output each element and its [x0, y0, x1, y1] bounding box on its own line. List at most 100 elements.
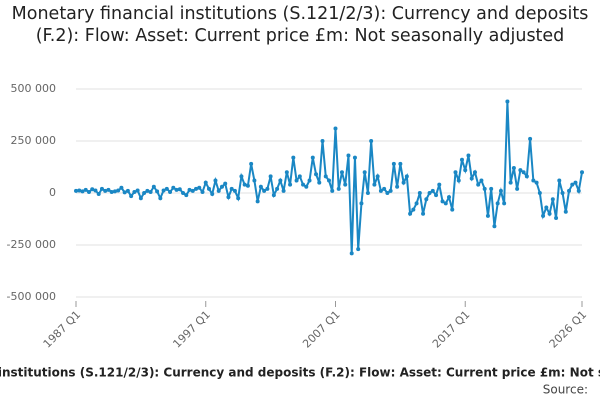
data-point [395, 184, 400, 189]
data-point [495, 201, 500, 206]
data-point [174, 187, 179, 192]
data-point [323, 174, 328, 179]
data-point [437, 182, 442, 187]
data-point [190, 188, 195, 193]
y-tick-label: 500 000 [11, 82, 57, 95]
data-point [408, 211, 413, 216]
data-point [213, 178, 218, 183]
data-point [333, 126, 338, 131]
y-tick-label: -250 000 [7, 238, 56, 251]
data-point [229, 186, 234, 191]
data-point [570, 182, 575, 187]
legend-entry: Monetary financial institutions (S.121/2… [0, 366, 600, 380]
data-point [485, 213, 490, 218]
data-point [93, 188, 98, 193]
data-point [339, 170, 344, 175]
data-point [242, 182, 247, 187]
data-point [427, 191, 432, 195]
data-point [511, 166, 516, 171]
data-point [498, 188, 503, 193]
data-point [164, 186, 169, 191]
data-point [239, 174, 244, 179]
data-point [547, 211, 552, 216]
data-point [203, 180, 208, 185]
data-point [414, 201, 419, 206]
data-point [382, 186, 387, 191]
data-point [109, 189, 114, 194]
data-point [226, 195, 231, 200]
data-point [463, 168, 468, 173]
data-point [245, 183, 250, 188]
data-point [346, 153, 351, 158]
x-tick-label: 2007 Q1 [300, 308, 343, 351]
data-point [320, 139, 325, 143]
data-point [132, 189, 137, 194]
data-point [404, 174, 409, 179]
data-point [365, 191, 370, 195]
data-point [466, 153, 471, 158]
data-point [74, 188, 78, 193]
data-point [573, 180, 578, 185]
data-point [453, 170, 458, 175]
data-point [142, 191, 147, 195]
data-point [576, 188, 581, 193]
data-point [528, 136, 533, 141]
data-point [314, 172, 319, 177]
data-point [307, 178, 312, 183]
y-tick-label: -500 000 [7, 290, 56, 303]
data-point [122, 190, 127, 195]
data-point [401, 180, 406, 185]
data-point [158, 196, 163, 201]
x-tick-label: 1987 Q1 [41, 308, 84, 351]
data-point [356, 247, 361, 252]
data-point [391, 161, 396, 166]
data-point [148, 189, 153, 194]
data-point [443, 201, 448, 206]
data-point [232, 188, 237, 193]
data-point [268, 174, 273, 179]
data-point [317, 180, 322, 185]
data-point [476, 182, 481, 187]
data-point [125, 188, 130, 193]
data-point [187, 187, 192, 192]
data-point [378, 188, 383, 193]
data-point [531, 178, 536, 183]
data-point [472, 170, 477, 175]
data-point [219, 184, 224, 189]
data-point [288, 182, 293, 187]
y-tick-label: 0 [49, 186, 56, 199]
data-point [181, 191, 186, 195]
data-point [541, 213, 546, 218]
data-point [359, 201, 364, 206]
data-point [112, 189, 117, 194]
data-point [459, 157, 464, 162]
data-point [106, 187, 111, 192]
data-point [411, 207, 416, 212]
data-point [236, 196, 241, 201]
data-point [278, 178, 283, 183]
data-point [440, 199, 445, 204]
data-point [417, 191, 422, 195]
data-point [398, 161, 403, 166]
data-point [90, 187, 95, 192]
data-point [385, 191, 390, 195]
data-point [430, 188, 435, 193]
x-tick-label: 1997 Q1 [170, 308, 213, 351]
data-point [489, 186, 494, 191]
data-point [567, 188, 572, 193]
data-point [502, 201, 507, 206]
data-point [362, 170, 367, 175]
data-point [77, 188, 82, 193]
data-point [492, 224, 497, 229]
data-point [200, 189, 205, 194]
data-point [560, 191, 565, 195]
data-point [518, 168, 523, 173]
data-point [505, 99, 510, 104]
data-point [304, 184, 309, 189]
data-point [447, 195, 452, 200]
data-point [168, 189, 173, 194]
data-point [194, 186, 199, 191]
data-point [534, 180, 539, 185]
source: Source: [543, 383, 588, 397]
